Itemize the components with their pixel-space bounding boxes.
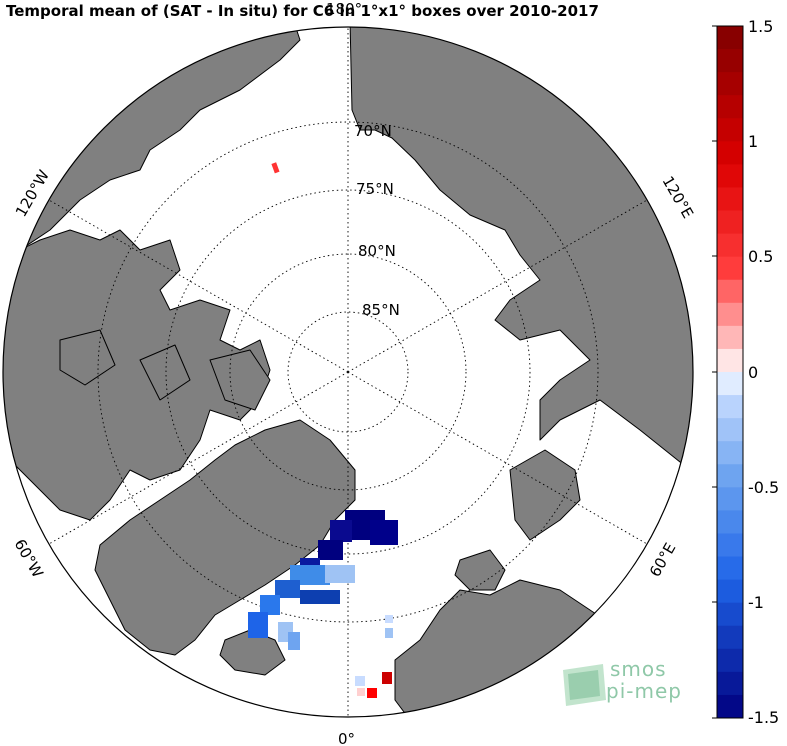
- landmass-canada: [3, 229, 271, 521]
- data-cell: [330, 520, 352, 542]
- colorbar-band: [717, 256, 743, 281]
- colorbar-tick-label: 1: [748, 132, 759, 151]
- data-cell: [370, 520, 398, 545]
- colorbar-band: [717, 694, 743, 719]
- colorbar-tick-label: 1.5: [748, 17, 774, 36]
- data-cells: [248, 162, 398, 698]
- map-boundary: [2, 26, 694, 718]
- lat-label-75: 75°N: [356, 180, 394, 198]
- colorbar-tick-label: 0: [748, 363, 759, 382]
- colorbar-band: [717, 72, 743, 96]
- colorbar-band: [717, 556, 743, 581]
- landmass-greenland: [94, 419, 356, 656]
- colorbar-band: [717, 164, 743, 188]
- colorbar-band: [717, 26, 743, 50]
- logo-line1: smos: [610, 657, 667, 681]
- data-cell: [355, 676, 365, 686]
- logo-line2: pi-mep: [606, 679, 682, 703]
- colorbar-band: [717, 625, 743, 650]
- lat-label-85: 85°N: [362, 301, 400, 319]
- landmass-eurasia-north: [349, 27, 693, 501]
- colorbar-band: [717, 487, 743, 511]
- colorbar-tick-label: -0.5: [748, 478, 780, 497]
- colorbar-band: [717, 533, 743, 558]
- data-cell: [367, 688, 377, 698]
- colorbar-band: [717, 510, 743, 534]
- landmass-svalbard: [454, 549, 506, 591]
- colorbar-band: [717, 141, 743, 165]
- colorbar-band: [717, 372, 743, 396]
- colorbar-band: [717, 95, 743, 119]
- colorbar-band: [717, 325, 743, 350]
- colorbar-band: [717, 441, 743, 465]
- data-cell: [288, 632, 300, 650]
- colorbar-band: [717, 602, 743, 627]
- colorbar-band: [717, 671, 743, 696]
- colorbar-band: [717, 395, 743, 419]
- colorbar-band: [717, 302, 743, 327]
- data-cell: [271, 162, 280, 174]
- data-cell: [248, 612, 268, 638]
- data-cell: [357, 688, 365, 696]
- colorbar-band: [717, 187, 743, 212]
- data-cell: [325, 565, 355, 583]
- colorbar-band: [717, 118, 743, 142]
- data-cell: [318, 540, 343, 560]
- colorbar-band: [717, 648, 743, 673]
- colorbar-band: [717, 348, 743, 373]
- colorbar-band: [717, 579, 743, 604]
- landmass-novaya-zemlya: [509, 449, 581, 541]
- data-cell: [385, 615, 393, 623]
- data-cell: [385, 628, 393, 638]
- data-cell: [382, 672, 392, 684]
- colorbar-tick-label: -1.5: [748, 708, 780, 727]
- data-cell: [275, 580, 300, 598]
- colorbar-band: [717, 279, 743, 304]
- colorbar-tick-label: -1: [748, 593, 764, 612]
- colorbar-band: [717, 49, 743, 73]
- lat-label-70: 70°N: [354, 122, 392, 140]
- colorbar-band: [717, 210, 743, 235]
- smos-pimep-logo-icon: [563, 664, 606, 706]
- data-cell: [300, 590, 340, 604]
- lon-label-180: 180°: [326, 0, 362, 18]
- colorbar-band: [717, 418, 743, 442]
- data-cell: [260, 595, 280, 615]
- colorbar-band: [717, 464, 743, 488]
- colorbar-band: [717, 233, 743, 258]
- colorbar-tick-label: 0.5: [748, 247, 774, 266]
- lon-label-0: 0°: [338, 730, 355, 746]
- lat-label-80: 80°N: [358, 242, 396, 260]
- map-title: Temporal mean of (SAT - In situ) for C6 …: [6, 2, 599, 20]
